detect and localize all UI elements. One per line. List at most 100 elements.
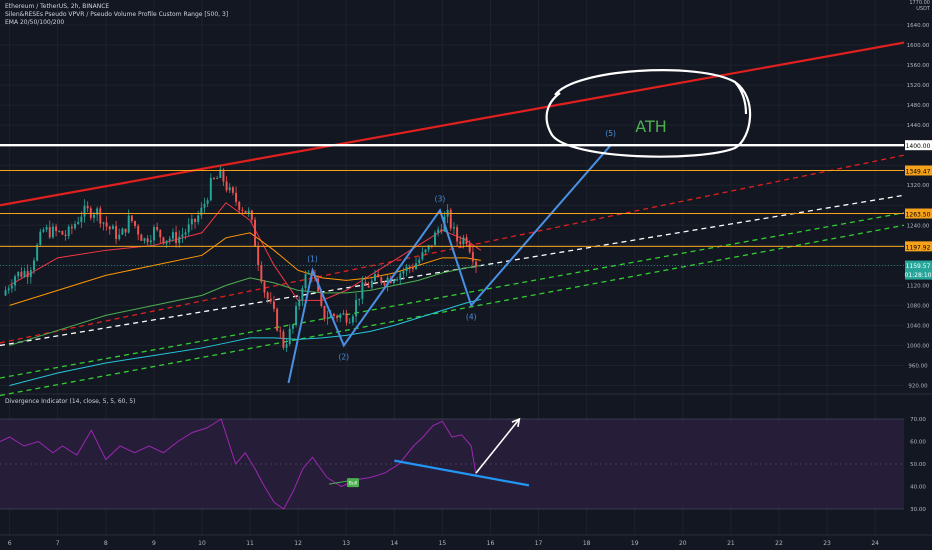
- candle-body: [212, 178, 215, 180]
- candle-body: [336, 315, 339, 319]
- candle-body: [118, 234, 121, 240]
- price-tick-label: 1520.00: [907, 83, 930, 89]
- candle-body: [392, 280, 395, 283]
- time-tick-label: 7: [56, 540, 60, 547]
- candle-body: [143, 238, 146, 241]
- candle-body: [58, 231, 61, 233]
- candle-body: [345, 313, 348, 323]
- candle-body: [339, 314, 342, 319]
- vpvr-legend[interactable]: Silen&RESEs Pseudo VPVR / Pseudo Volume …: [5, 11, 229, 18]
- candle-body: [475, 261, 478, 267]
- candle-body: [159, 229, 162, 238]
- candle-body: [405, 266, 408, 272]
- candle-body: [77, 222, 80, 224]
- time-tick-label: 12: [294, 540, 302, 547]
- ema-lines: [9, 202, 482, 386]
- candle-body: [99, 208, 102, 224]
- candle-body: [456, 227, 459, 242]
- candle-body: [320, 291, 323, 306]
- candle-body: [194, 218, 196, 222]
- level-badge-label: 1349.47: [906, 168, 931, 175]
- candle-body: [61, 231, 64, 235]
- candle-body: [326, 317, 329, 319]
- candle-body: [64, 234, 67, 237]
- candle-body: [178, 236, 181, 244]
- candle-body: [399, 273, 402, 280]
- ema-line: [9, 264, 481, 346]
- symbol-legend[interactable]: Ethereum / TetherUS, 2h, BINANCE: [5, 3, 110, 10]
- candle-body: [146, 238, 149, 243]
- candle-body: [301, 288, 304, 301]
- time-tick-label: 20: [679, 540, 687, 547]
- candle-body: [36, 244, 39, 261]
- candle-body: [187, 224, 190, 233]
- time-tick-label: 9: [152, 540, 156, 547]
- candle-body: [272, 301, 275, 309]
- candle-body: [203, 203, 206, 208]
- candle-body: [231, 187, 234, 193]
- trendline[interactable]: [0, 212, 905, 379]
- candle-body: [206, 200, 209, 204]
- level-badge-label: 1400.00: [906, 143, 931, 150]
- candle-body: [175, 232, 178, 244]
- ema-legend[interactable]: EMA 20/50/100/200: [5, 19, 65, 26]
- trendline[interactable]: [0, 224, 905, 397]
- candle-body: [254, 219, 256, 247]
- rsi-series: Bull: [0, 417, 530, 510]
- candle-body: [241, 209, 244, 211]
- rsi-arrow-shaft[interactable]: [475, 418, 520, 474]
- wave-path[interactable]: [287, 144, 612, 384]
- ath-annotation[interactable]: ATH: [545, 69, 752, 158]
- candle-body: [149, 240, 152, 243]
- axis-currency-label: 1770.00 USDT: [909, 0, 930, 12]
- level-badge: [905, 241, 932, 252]
- candle-body: [235, 192, 238, 202]
- candle-body: [323, 305, 326, 319]
- candle-body: [364, 282, 367, 286]
- price-tick-label: 1120.00: [907, 283, 930, 289]
- trendline[interactable]: [0, 41, 905, 207]
- time-tick-label: 13: [342, 540, 350, 547]
- time-tick-label: 21: [727, 540, 735, 547]
- candle-body: [20, 271, 23, 277]
- time-tick-label: 14: [390, 540, 398, 547]
- candle-body: [380, 277, 383, 283]
- candle-body: [415, 263, 418, 270]
- wave-label: (5): [605, 129, 616, 138]
- horizontal-levels[interactable]: 1400.00 1349.47 1263.50 1197.92 1159.57 01:28…: [0, 140, 932, 280]
- candle-body: [10, 285, 13, 289]
- candle-body: [197, 215, 200, 222]
- candle-body: [402, 271, 405, 274]
- candle-body: [260, 264, 263, 282]
- candle-body: [140, 234, 143, 241]
- candle-body: [247, 210, 250, 213]
- price-tick-label: 1480.00: [907, 103, 930, 109]
- candle-body: [108, 226, 111, 230]
- candle-body: [279, 330, 282, 332]
- price-tick-label: 1560.00: [907, 63, 930, 69]
- rsi-tick-label: 70.00: [910, 417, 926, 423]
- time-tick-label: 15: [439, 540, 447, 547]
- candle-body: [386, 277, 389, 285]
- wave-label: (4): [466, 312, 477, 321]
- oscillator-legend[interactable]: Divergence Indicator (14, close, 5, 5, 6…: [5, 398, 136, 405]
- time-tick-label: 23: [823, 540, 831, 547]
- last-price-badge: [905, 260, 932, 280]
- candle-body: [45, 227, 48, 230]
- candle-body: [276, 308, 279, 331]
- divergence-line[interactable]: [394, 459, 530, 487]
- candle-body: [209, 178, 212, 201]
- bull-divergence-line: [328, 480, 348, 485]
- candle-body: [427, 245, 430, 250]
- candle-body: [26, 271, 29, 278]
- candle-body: [181, 234, 184, 237]
- candle-body: [471, 252, 474, 262]
- candle-body: [282, 331, 285, 348]
- candle-body: [70, 226, 73, 229]
- candle-body: [156, 227, 159, 230]
- price-tick-label: 1240.00: [907, 223, 930, 229]
- candle-body: [411, 267, 414, 270]
- elliott-wave[interactable]: (1) (2) (3) (4) (5): [287, 129, 617, 384]
- candle-body: [48, 227, 51, 238]
